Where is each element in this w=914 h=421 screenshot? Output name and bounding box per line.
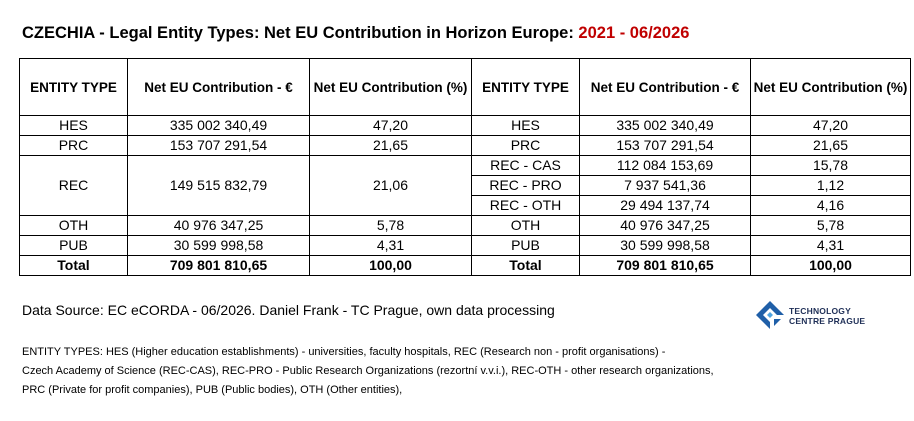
note-line: Czech Academy of Science (REC-CAS), REC-… (22, 365, 714, 377)
entity-type-cell: OTH (471, 215, 580, 236)
entity-type-cell: PRC (19, 135, 128, 156)
page-title: CZECHIA - Legal Entity Types: Net EU Con… (22, 24, 689, 43)
value-cell: 30 599 998,58 (579, 235, 751, 256)
table-row: PRC 153 707 291,54 21,65 PRC 153 707 291… (19, 135, 911, 156)
value-cell: 335 002 340,49 (127, 115, 310, 136)
value-cell: 40 976 347,25 (579, 215, 751, 236)
pct-cell: 47,20 (309, 115, 472, 136)
pct-cell: 5,78 (309, 215, 472, 236)
value-cell: 40 976 347,25 (127, 215, 310, 236)
value-cell: 709 801 810,65 (579, 255, 751, 276)
pct-cell: 15,78 (750, 155, 911, 176)
entity-type-notes: ENTITY TYPES: HES (Higher education esta… (22, 343, 714, 400)
table-row: REC - OTH 29 494 137,74 4,16 (20, 195, 911, 216)
value-cell: 153 707 291,54 (579, 135, 751, 156)
logo-line2: CENTRE PRAGUE (789, 316, 866, 326)
header-entity-type: ENTITY TYPE (19, 58, 128, 116)
title-main: CZECHIA - Legal Entity Types: Net EU Con… (22, 24, 579, 42)
entity-type-cell: REC (19, 155, 128, 216)
entity-type-cell: REC - CAS (471, 155, 580, 176)
table-row: OTH 40 976 347,25 5,78 OTH 40 976 347,25… (19, 215, 911, 236)
entity-type-cell: OTH (19, 215, 128, 236)
table-row: REC 149 515 832,79 21,06 REC - CAS 112 0… (19, 155, 911, 216)
pct-cell: 1,12 (750, 175, 911, 196)
value-cell: 709 801 810,65 (127, 255, 310, 276)
header-contribution-pct: Net EU Contribution (%) (750, 58, 911, 116)
pct-cell: 5,78 (750, 215, 911, 236)
pct-cell: 4,31 (309, 235, 472, 256)
entity-type-cell: REC - PRO (471, 175, 580, 196)
logo-text: TECHNOLOGY CENTRE PRAGUE (789, 306, 865, 326)
header-row: ENTITY TYPE Net EU Contribution - € Net … (19, 58, 911, 116)
pct-cell: 100,00 (309, 255, 472, 276)
table-row: PUB 30 599 998,58 4,31 PUB 30 599 998,58… (19, 235, 911, 256)
table-row: HES 335 002 340,49 47,20 HES 335 002 340… (19, 115, 911, 136)
entity-type-cell: Total (471, 255, 580, 276)
value-cell: 112 084 153,69 (579, 155, 751, 176)
contribution-table: ENTITY TYPE Net EU Contribution - € Net … (19, 58, 911, 276)
total-row: Total 709 801 810,65 100,00 Total 709 80… (19, 255, 911, 276)
entity-type-cell: PUB (19, 235, 128, 256)
tc-prague-logo: TECHNOLOGY CENTRE PRAGUE (755, 300, 875, 332)
entity-type-cell: REC - OTH (471, 195, 580, 216)
header-contribution-eur: Net EU Contribution - € (579, 58, 751, 116)
header-contribution-eur: Net EU Contribution - € (127, 58, 310, 116)
entity-type-cell: HES (471, 115, 580, 136)
value-cell: 335 002 340,49 (579, 115, 751, 136)
pct-cell: 21,65 (750, 135, 911, 156)
entity-type-cell: Total (19, 255, 128, 276)
value-cell: 153 707 291,54 (127, 135, 310, 156)
tc-prague-logo-icon (756, 301, 784, 329)
pct-cell: 4,16 (750, 195, 911, 216)
title-period: 2021 - 06/2026 (578, 24, 690, 42)
header-contribution-pct: Net EU Contribution (%) (309, 58, 472, 116)
entity-type-cell: PUB (471, 235, 580, 256)
entity-type-cell: HES (19, 115, 128, 136)
value-cell: 29 494 137,74 (579, 195, 751, 216)
note-line: PRC (Private for profit companies), PUB … (22, 384, 403, 396)
data-source: Data Source: EC eCORDA - 06/2026. Daniel… (22, 302, 555, 318)
header-entity-type: ENTITY TYPE (471, 58, 580, 116)
pct-cell: 100,00 (750, 255, 911, 276)
logo-line1: TECHNOLOGY (789, 306, 851, 316)
pct-cell: 21,65 (309, 135, 472, 156)
value-cell: 149 515 832,79 (127, 155, 310, 216)
pct-cell: 21,06 (309, 155, 472, 216)
pct-cell: 47,20 (750, 115, 911, 136)
pct-cell: 4,31 (750, 235, 911, 256)
value-cell: 30 599 998,58 (127, 235, 310, 256)
value-cell: 7 937 541,36 (579, 175, 751, 196)
entity-type-cell: PRC (471, 135, 580, 156)
note-line: ENTITY TYPES: HES (Higher education esta… (22, 346, 666, 358)
